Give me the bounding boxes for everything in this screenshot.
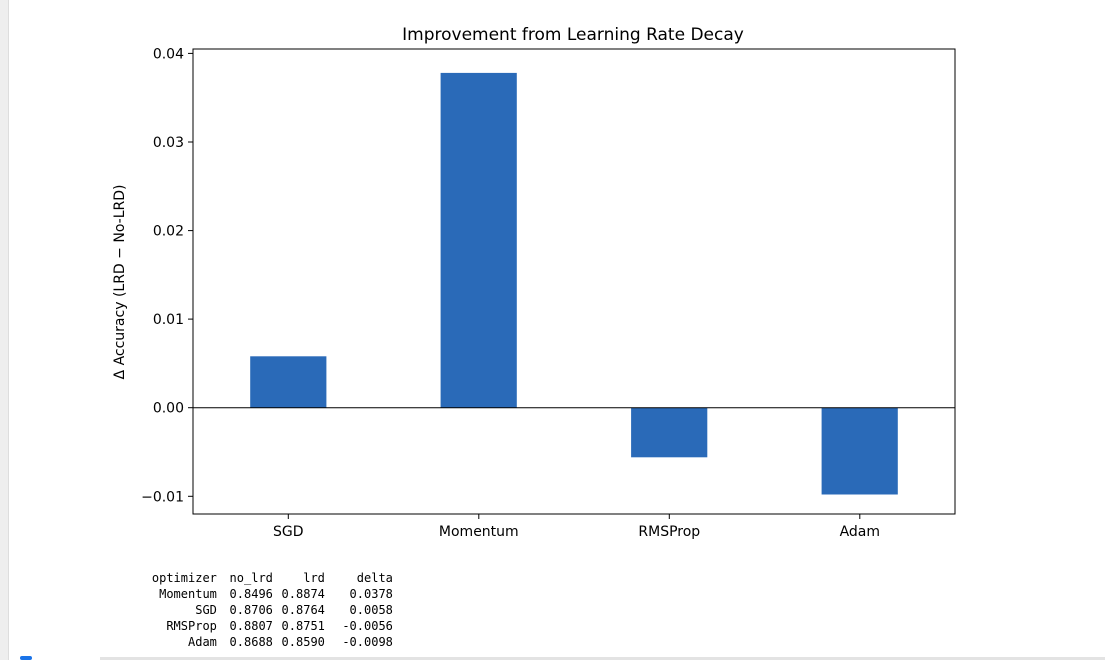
table-header-cell: no_lrd: [229, 571, 273, 585]
table-header-row: optimizer no_lrd lrd delta: [108, 554, 393, 585]
bars-group: [250, 72, 898, 495]
x-ticks-group: SGD Momentum RMSProp Adam: [273, 514, 880, 540]
table-cell: -0.0098: [342, 635, 393, 649]
left-gutter: [0, 0, 9, 660]
table-cell: 0.0058: [349, 603, 393, 617]
table-cell: SGD: [195, 603, 217, 617]
cell-indicator-icon: [20, 656, 32, 660]
table-header-cell: optimizer: [151, 571, 217, 585]
table-cell: RMSProp: [166, 619, 217, 633]
table-cell: 0.8751: [281, 619, 325, 633]
table-cell: 0.0378: [349, 587, 393, 601]
table-cell: 0.8496: [229, 587, 273, 601]
bar-adam: [821, 407, 898, 495]
y-tick-label: 0.01: [153, 312, 184, 328]
table-cell: -0.0056: [342, 619, 393, 633]
y-tick-label: 0.00: [153, 401, 184, 417]
bar-sgd: [250, 356, 327, 408]
table-cell: Adam: [188, 635, 217, 649]
table-cell: 0.8706: [229, 603, 273, 617]
table-row: RMSProp 0.8807 0.8751 -0.0056: [108, 602, 393, 633]
bar-chart: Improvement from Learning Rate Decay Δ A…: [112, 25, 956, 540]
bar-rmsprop: [631, 407, 708, 458]
chart-title: Improvement from Learning Rate Decay: [402, 25, 744, 45]
table-cell: 0.8688: [229, 635, 273, 649]
y-tick-label: −0.01: [141, 489, 184, 505]
table-cell: 0.8874: [281, 587, 325, 601]
table-row: Momentum 0.8496 0.8874 0.0378: [108, 570, 393, 601]
table-cell: 0.8590: [281, 635, 325, 649]
x-tick-label: Adam: [840, 524, 880, 540]
y-axis-label: Δ Accuracy (LRD − No-LRD): [112, 185, 128, 380]
table-cell: 0.8807: [229, 619, 273, 633]
table-header-cell: lrd: [303, 571, 325, 585]
y-ticks-group: −0.01 0.00 0.01 0.02 0.03 0.04: [141, 46, 193, 505]
y-tick-label: 0.04: [153, 46, 184, 62]
x-tick-label: Momentum: [439, 524, 519, 540]
horizontal-scrollbar[interactable]: [100, 657, 1105, 660]
table-cell: 0.8764: [281, 603, 325, 617]
table-row: SGD 0.8706 0.8764 0.0058: [108, 586, 393, 617]
y-tick-label: 0.03: [153, 135, 184, 151]
table-row: Adam 0.8688 0.8590 -0.0098: [108, 618, 393, 649]
x-tick-label: RMSProp: [638, 524, 700, 540]
x-tick-label: SGD: [273, 524, 304, 540]
dataframe-output: optimizer no_lrd lrd delta Momentum 0.8496 0.…: [108, 554, 393, 649]
bar-momentum: [440, 72, 517, 408]
plot-frame: [192, 48, 956, 515]
table-cell: Momentum: [159, 587, 217, 601]
y-tick-label: 0.02: [153, 224, 184, 240]
table-header-cell: delta: [356, 571, 393, 585]
